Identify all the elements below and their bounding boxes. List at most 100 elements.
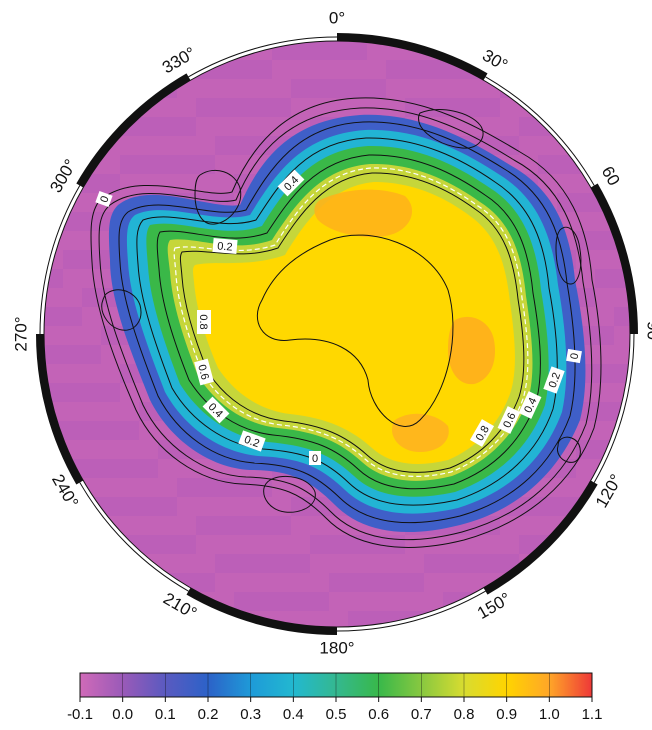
pixel [576,60,595,79]
pixel [481,117,500,136]
colorbar-tick-label: 0.9 [496,706,517,723]
pixel [367,611,386,627]
pixel [614,193,630,212]
pixel [557,117,576,136]
pixel [519,41,538,60]
pixel [272,592,291,611]
pixel [253,554,272,573]
pixel [443,573,462,592]
pixel [253,516,272,535]
pixel [196,136,215,155]
angle-label: 30° [479,46,511,75]
pixel [538,136,557,155]
colorbar-tick-label: 0.6 [368,706,389,723]
pixel [386,611,405,627]
pixel [196,117,215,136]
pixel [234,516,253,535]
pixel [272,535,291,554]
pixel [462,535,481,554]
pixel [120,497,139,516]
pixel [215,117,234,136]
pixel [101,535,120,554]
pixel [120,421,139,440]
pixel [215,535,234,554]
angle-label: 330° [159,43,199,77]
pixel [139,117,158,136]
pixel [82,440,101,459]
pixel [595,611,614,627]
pixel [82,307,101,326]
pixel [120,573,139,592]
pixel [519,60,538,79]
pixel [272,98,291,117]
pixel [63,269,82,288]
pixel [329,98,348,117]
pixel [234,41,253,60]
pixel [538,611,557,627]
pixel [595,98,614,117]
pixel [614,79,630,98]
pixel [139,440,158,459]
pixel [576,193,595,212]
pixel [348,60,367,79]
pixel [614,421,630,440]
band-yellow [193,182,515,464]
angle-label: 90° [644,321,652,347]
pixel [348,611,367,627]
pixel [101,364,120,383]
pixel [44,193,63,212]
pixel [101,41,120,60]
pixel [158,535,177,554]
pixel [215,98,234,117]
pixel [614,364,630,383]
angle-label: 270° [11,316,30,351]
pixel [215,573,234,592]
pixel [291,60,310,79]
pixel [519,516,538,535]
pixel [367,79,386,98]
pixel [329,592,348,611]
pixel [614,516,630,535]
pixel [576,516,595,535]
pixel [462,98,481,117]
pixel [557,98,576,117]
pixel [576,554,595,573]
pixel [576,535,595,554]
pixel [63,402,82,421]
pixel [215,155,234,174]
pixel [595,516,614,535]
pixel [557,535,576,554]
pixel [386,98,405,117]
pixel [101,383,120,402]
pixel [310,41,329,60]
pixel [424,79,443,98]
pixel [139,155,158,174]
pixel [576,212,595,231]
pixel [234,592,253,611]
pixel [253,573,272,592]
pixel [196,535,215,554]
pixel [44,60,63,79]
pixel [310,60,329,79]
pixel [462,79,481,98]
pixel [348,41,367,60]
pixel [63,250,82,269]
angle-label: 180° [319,638,354,657]
pixel [120,592,139,611]
pixel [519,79,538,98]
pixel [405,554,424,573]
pixel [614,573,630,592]
rim-arc-segment [336,590,486,632]
pixel [576,136,595,155]
pixel [519,573,538,592]
pixel [44,573,63,592]
pixel [576,440,595,459]
pixel [576,117,595,136]
pixel [557,174,576,193]
pixel [348,573,367,592]
pixel [329,535,348,554]
pixel [82,364,101,383]
pixel [101,440,120,459]
pixel [462,554,481,573]
pixel [291,79,310,98]
